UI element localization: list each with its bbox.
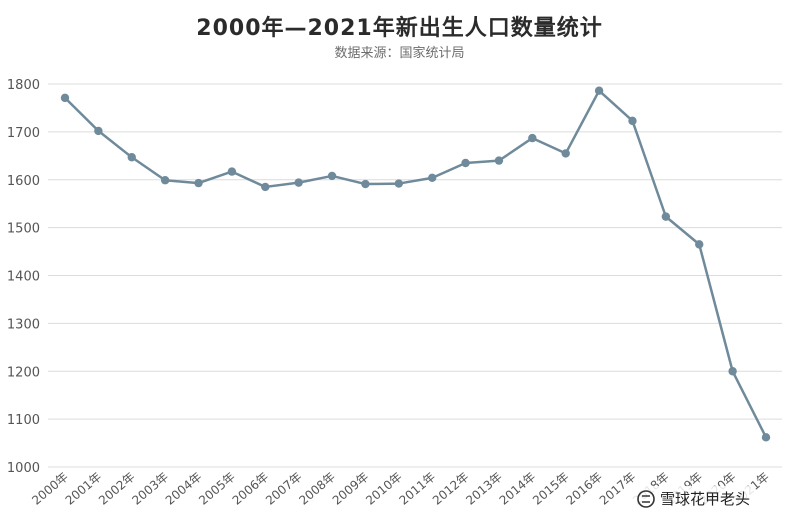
- y-tick-label: 1200: [7, 365, 40, 380]
- x-tick-label: 2006年: [230, 470, 272, 508]
- x-tick-label: 2014年: [497, 470, 539, 508]
- y-tick-label: 1300: [7, 317, 40, 332]
- data-point: [160, 176, 170, 185]
- chart-title: 2000年—2021年新出生人口数量统计: [196, 16, 603, 41]
- data-point: [628, 116, 637, 126]
- data-point: [695, 240, 704, 249]
- data-point: [728, 367, 737, 376]
- x-tick-label: 2005年: [196, 470, 238, 508]
- chart-subtitle: 数据来源：国家统计局: [334, 46, 465, 61]
- data-point: [261, 182, 270, 192]
- data-point: [394, 179, 404, 188]
- x-tick-label: 2013年: [463, 470, 505, 508]
- data-point: [494, 156, 504, 165]
- data-point: [427, 173, 437, 183]
- series-line: [64, 89, 768, 438]
- x-tick-label: 2015年: [530, 470, 572, 508]
- watermark-text: 雪球花甲老头: [660, 490, 751, 508]
- data-point: [194, 178, 203, 188]
- x-tick-label: 2016年: [563, 470, 605, 508]
- data-point: [461, 158, 470, 168]
- x-tick-label: 2002年: [96, 470, 138, 508]
- data-point: [60, 93, 70, 103]
- data-point: [761, 433, 771, 442]
- data-point: [94, 126, 103, 136]
- y-tick-label: 1100: [7, 413, 40, 428]
- watermark: 雪球花甲老头: [632, 486, 755, 511]
- x-tick-label: 2012年: [430, 470, 472, 508]
- y-tick-label: 1600: [7, 174, 40, 189]
- y-tick-label: 1400: [7, 270, 40, 285]
- x-tick-label: 2001年: [63, 470, 105, 508]
- x-tick-label: 2010年: [363, 470, 405, 508]
- data-point: [361, 179, 370, 189]
- y-tick-label: 1700: [7, 126, 40, 141]
- y-tick-label: 1500: [7, 222, 40, 237]
- x-tick-label: 2009年: [330, 470, 372, 508]
- x-tick-label: 2007年: [263, 470, 305, 508]
- y-tick-label: 1000: [7, 461, 40, 476]
- data-point: [294, 178, 303, 187]
- x-tick-label: 2003年: [129, 470, 171, 508]
- x-tick-label: 2008年: [296, 470, 338, 508]
- data-point: [561, 149, 570, 158]
- data-point: [227, 167, 237, 176]
- data-point: [327, 171, 337, 181]
- data-point: [528, 133, 537, 143]
- data-point: [127, 153, 136, 162]
- x-tick-label: 2004年: [163, 470, 205, 508]
- data-point: [661, 212, 671, 221]
- x-tick-label: 2011年: [397, 470, 439, 508]
- snowball-icon: [637, 489, 655, 508]
- y-tick-label: 1800: [7, 78, 40, 93]
- data-point: [594, 86, 604, 95]
